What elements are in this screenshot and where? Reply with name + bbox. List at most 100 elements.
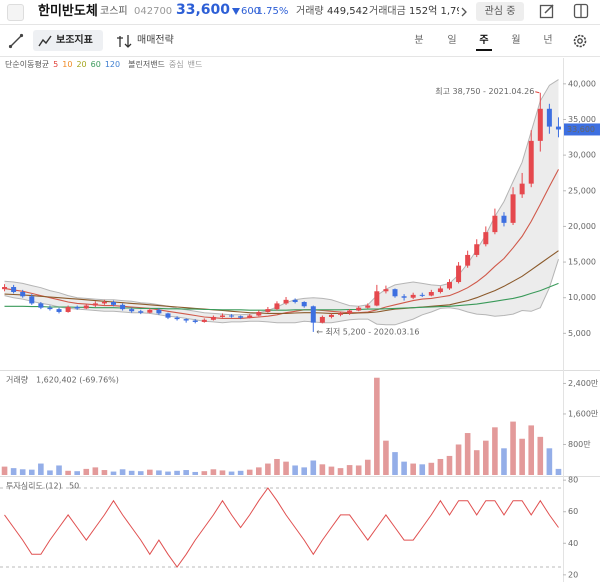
more-arrow[interactable]	[461, 7, 467, 17]
candle-body	[2, 287, 8, 290]
y-tick-label: 10,000	[568, 293, 596, 302]
indicator-button-bg[interactable]	[33, 30, 103, 51]
moving-average	[4, 250, 559, 314]
candle-body	[265, 309, 271, 312]
candle-body	[47, 307, 53, 310]
volume-bar	[10, 468, 17, 475]
strategy-button[interactable]: 매매전략	[137, 35, 174, 46]
candle-body	[492, 215, 498, 233]
low-annotation: ← 최저 5,200 - 2020.03.16	[316, 326, 419, 336]
last-price-badge	[564, 123, 600, 136]
watch-button[interactable]: 관심 중	[476, 2, 524, 21]
volume-bar	[265, 463, 271, 475]
volume-bar	[38, 463, 44, 475]
y-tick-label: 40,000	[568, 79, 596, 88]
candle-body	[20, 292, 26, 297]
period-tab[interactable]: 일	[447, 35, 457, 46]
candle-body	[555, 126, 561, 130]
volume-bar	[156, 470, 162, 475]
candle-body	[510, 194, 516, 223]
candle-body	[483, 232, 489, 245]
top-bar: 한미반도체 코스피 042700 33,600 600 -1.75% 거래량 4…	[0, 0, 600, 57]
high-annotation: 최고 38,750 - 2021.04.26	[435, 86, 534, 96]
volume-bar	[464, 433, 471, 475]
divider	[0, 24, 600, 25]
volume-bar	[147, 469, 153, 475]
band-lower	[4, 259, 559, 326]
volume-bar	[137, 471, 144, 475]
period-tab[interactable]: 년	[543, 35, 553, 46]
volume-bar	[355, 465, 362, 475]
volume-bar	[319, 464, 326, 475]
settings-icon[interactable]	[572, 33, 588, 49]
amount-label: 거래대금	[369, 6, 406, 17]
logo	[7, 4, 24, 21]
volume-bar	[110, 471, 117, 475]
volume-bar	[56, 465, 62, 475]
layout-icon[interactable]	[573, 3, 589, 19]
volume-bar	[101, 470, 108, 475]
volume-bar	[74, 471, 80, 475]
edit-icon[interactable]	[539, 3, 555, 19]
candle-body	[428, 292, 434, 296]
legend-period: 20	[76, 60, 86, 69]
volume-bar	[546, 448, 553, 475]
volume-bar	[219, 470, 226, 475]
y-tick-label: 20,000	[568, 222, 596, 231]
volume-bar	[47, 470, 53, 475]
candle-body	[92, 303, 98, 306]
volume-bar	[483, 440, 489, 475]
candle-body	[111, 301, 117, 305]
legend-period: 120	[105, 60, 120, 69]
draw-icon[interactable]	[8, 33, 24, 49]
candle-body	[446, 282, 452, 289]
candle-body	[11, 287, 17, 293]
candle-body	[456, 265, 462, 283]
volume-bar	[346, 465, 353, 475]
pane-value: 50	[69, 482, 79, 491]
y-tick-label: 20	[568, 570, 578, 579]
period-tab[interactable]: 분	[414, 35, 424, 46]
volume-bar	[437, 458, 444, 475]
volume-bar	[292, 465, 298, 475]
y-tick-label: 60	[568, 507, 578, 516]
indicator-button[interactable]: 보조지표	[56, 35, 93, 46]
candle-body	[328, 314, 334, 317]
volume-bar	[255, 467, 262, 475]
y-tick-label: 800만	[568, 440, 591, 449]
period-tab[interactable]: 주	[476, 33, 492, 51]
market: 코스피	[100, 6, 128, 17]
legend-label: 단순이동평균	[5, 59, 49, 69]
candle-body	[465, 254, 471, 266]
volume-bar	[519, 438, 525, 475]
candle-body	[310, 306, 316, 323]
volume-bar	[501, 448, 507, 475]
volume: 449,542	[327, 6, 369, 17]
candle-body	[138, 311, 144, 313]
candle-body	[174, 317, 180, 320]
y-tick-label: 25,000	[568, 186, 596, 195]
divider	[0, 56, 600, 57]
candle-body	[528, 140, 534, 184]
candle-body	[501, 215, 507, 223]
volume-bar	[283, 461, 289, 475]
volume-bar	[328, 466, 335, 475]
band-area	[4, 79, 559, 325]
candle-body	[537, 108, 543, 141]
candle-body	[29, 296, 35, 304]
volume-bar	[455, 444, 462, 475]
volume-bar	[446, 455, 453, 475]
candle-body	[247, 315, 253, 318]
candle-body	[38, 303, 44, 308]
period-tab[interactable]: 월	[511, 35, 521, 46]
legend-part: 중심	[169, 59, 184, 69]
volume-bar	[419, 464, 426, 475]
strategy-icon[interactable]	[116, 34, 134, 48]
volume-bar	[19, 469, 26, 475]
y-tick-label: 35,000	[568, 115, 596, 124]
candle-body	[319, 316, 325, 323]
candle-body	[192, 320, 198, 322]
indicator-icon[interactable]	[38, 35, 52, 47]
y-tick-label: 15,000	[568, 258, 596, 267]
